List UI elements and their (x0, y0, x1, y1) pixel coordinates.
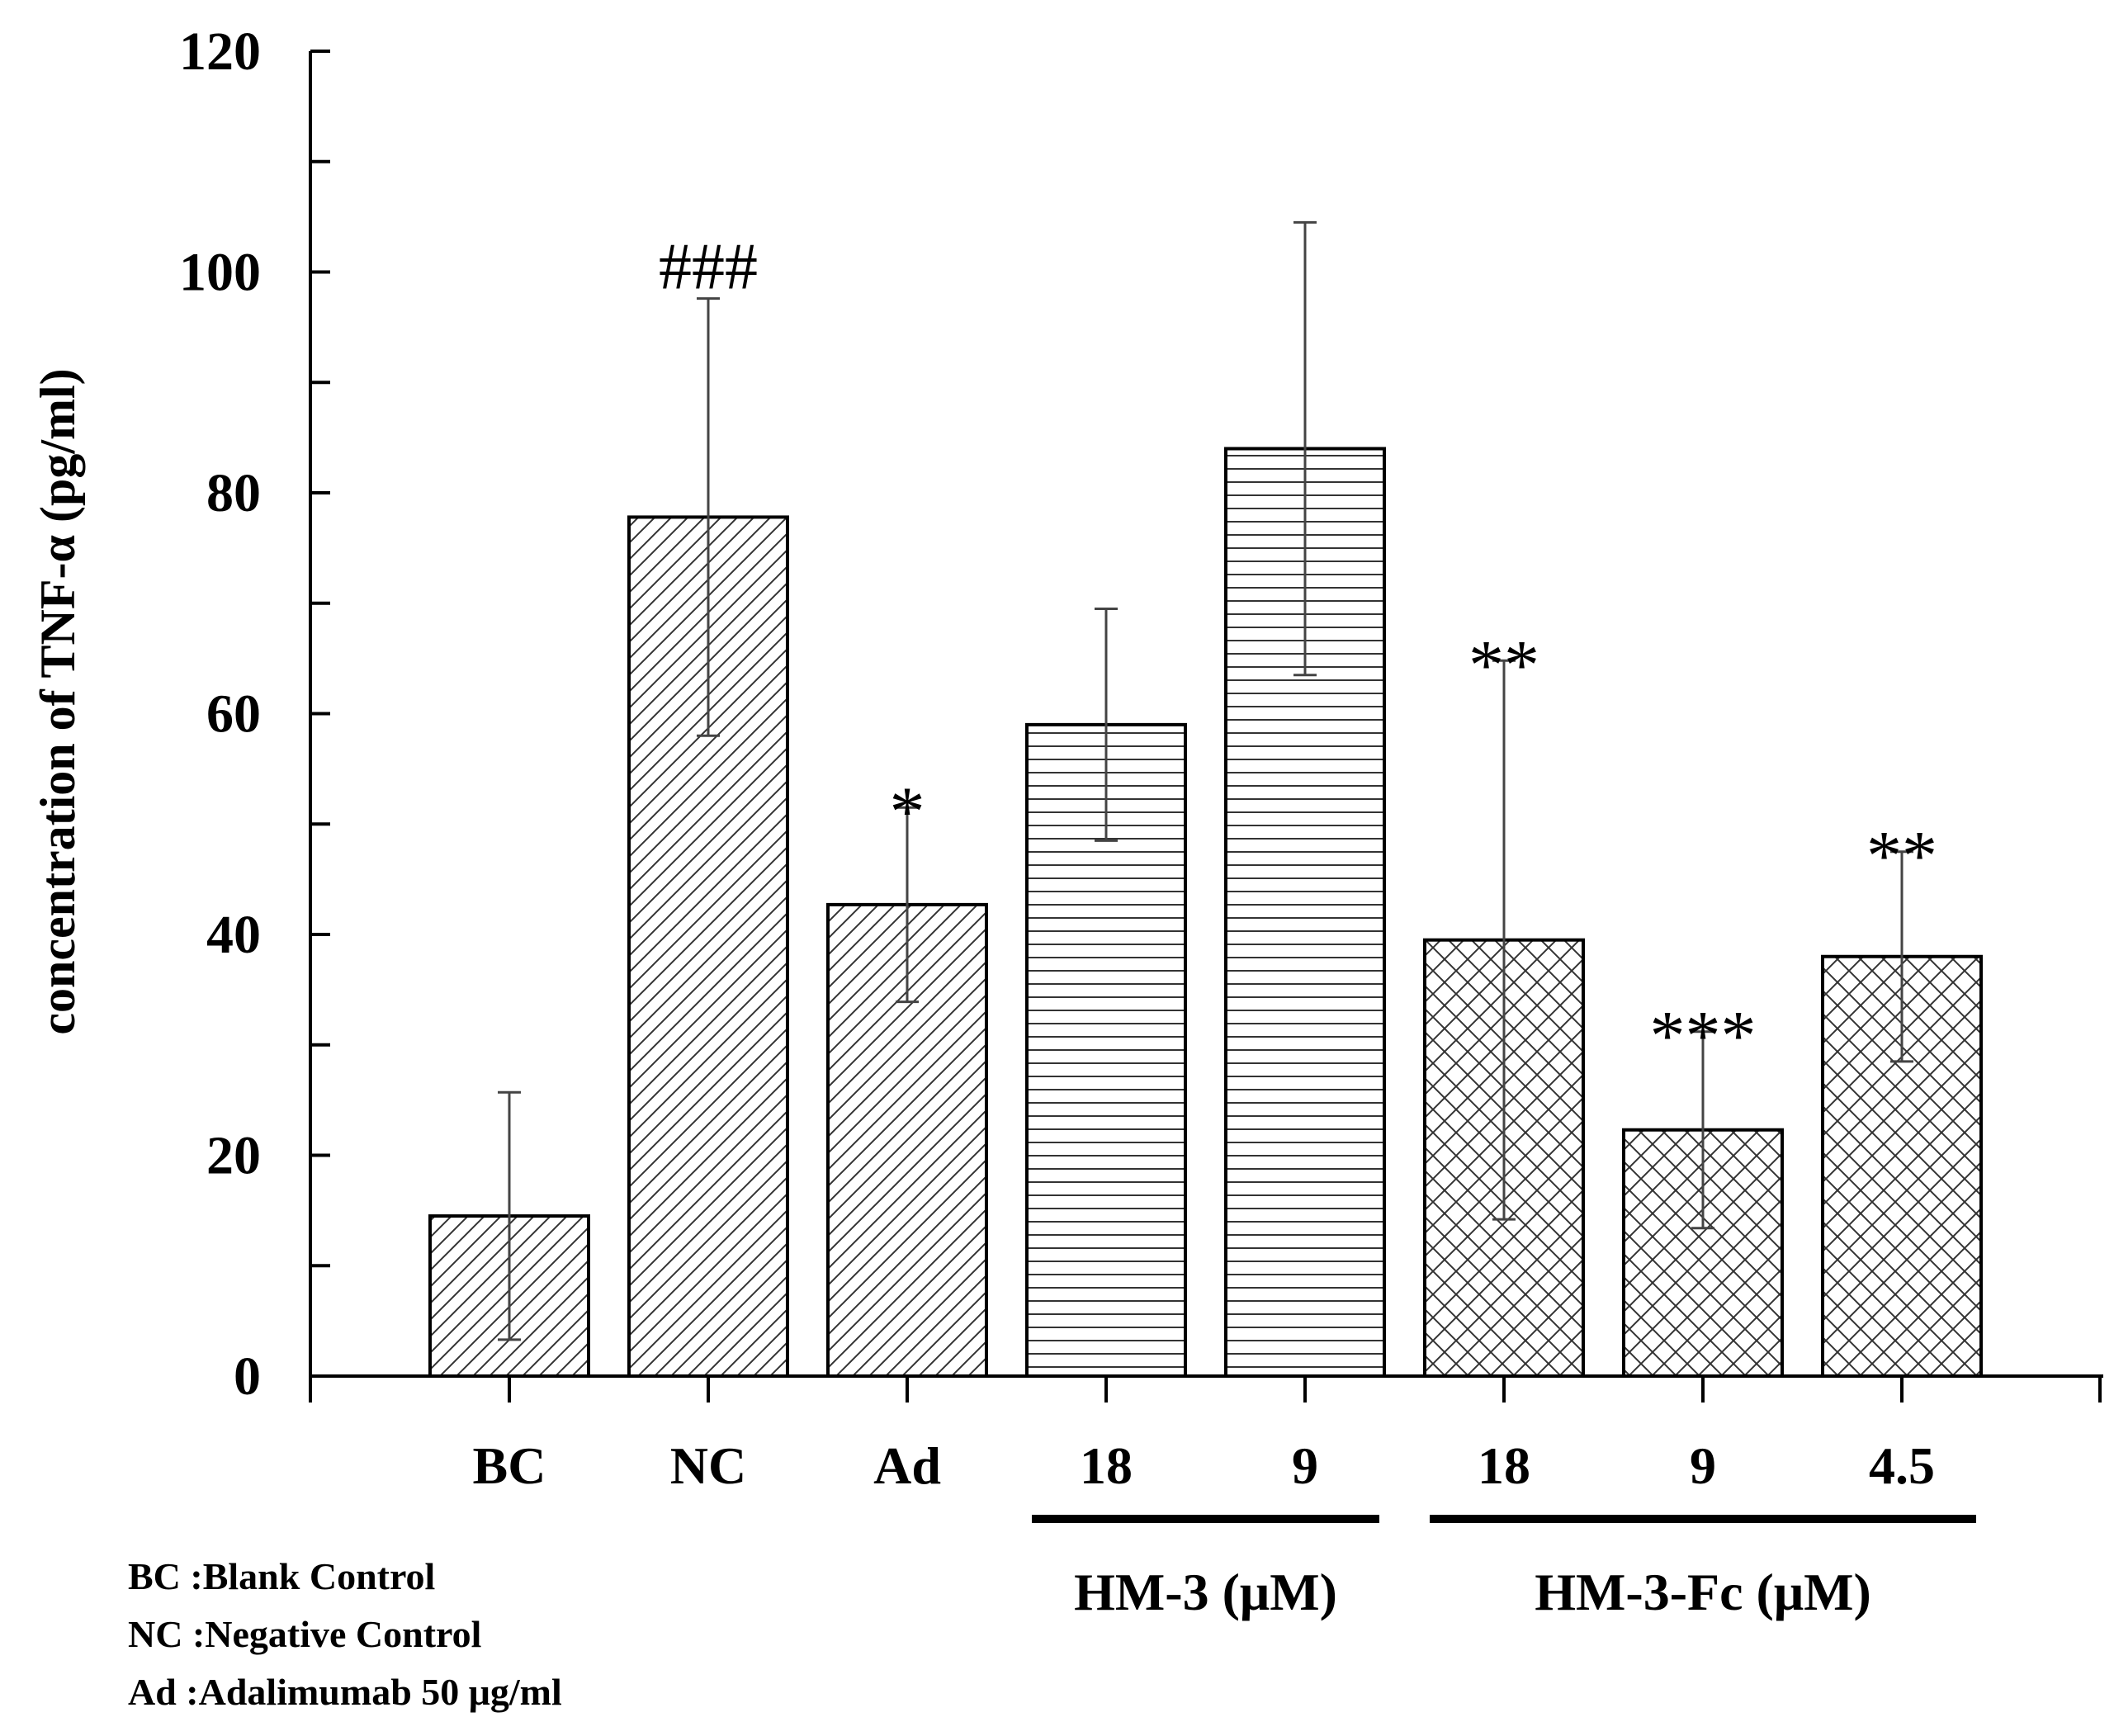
group-label-0: HM-3 (μM) (1074, 1563, 1337, 1621)
y-tick-label-20: 20 (206, 1126, 261, 1186)
y-tick-label-100: 100 (179, 243, 261, 303)
x-label-6: 9 (1690, 1436, 1716, 1495)
y-tick-label-80: 80 (206, 463, 261, 523)
group-label-1: HM-3-Fc (μM) (1535, 1563, 1871, 1621)
x-label-1: NC (670, 1436, 746, 1495)
x-label-4: 9 (1292, 1436, 1318, 1495)
y-tick-label-60: 60 (206, 684, 261, 745)
x-label-2: Ad (873, 1436, 941, 1495)
y-axis-label: concentration of TNF-α (pg/ml) (31, 368, 85, 1034)
x-label-7: 4.5 (1869, 1436, 1935, 1495)
y-tick-label-120: 120 (179, 21, 261, 82)
bars: BC ### NC * Ad 18 9 ** 18 *** 9 ** 4.5 (428, 220, 1983, 1495)
significance-1: ### (659, 231, 758, 304)
y-tick-label-0: 0 (234, 1346, 261, 1407)
significance-7: ** (1866, 816, 1937, 896)
significance-5: ** (1468, 625, 1539, 704)
legend-ad: Ad :Adalimumab 50 μg/ml (128, 1671, 562, 1713)
x-label-0: BC (473, 1436, 546, 1495)
significance-2: * (890, 772, 925, 851)
legend-nc: NC :Negative Control (128, 1613, 481, 1655)
x-label-3: 18 (1080, 1436, 1133, 1495)
significance-6: *** (1650, 996, 1757, 1076)
axes: 0 20 40 60 80 100 120 HM-3 (μM) HM-3-Fc (μM) (179, 21, 2103, 1621)
y-tick-label-40: 40 (206, 905, 261, 965)
x-label-5: 18 (1478, 1436, 1530, 1495)
legend: BC :Blank Control NC :Negative Control A… (128, 1555, 562, 1713)
legend-bc: BC :Blank Control (128, 1555, 435, 1597)
